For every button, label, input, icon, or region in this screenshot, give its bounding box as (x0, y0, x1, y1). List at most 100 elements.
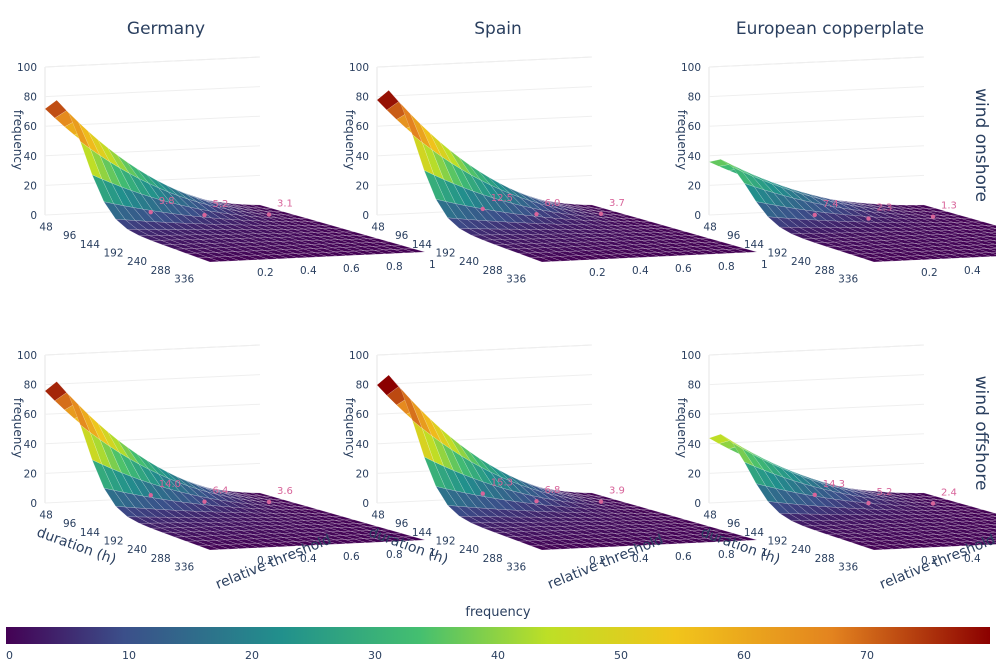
panel-5-annotation-1: 5.2 (877, 487, 893, 498)
panel-4-threshold-tick-3: 0.8 (718, 549, 735, 561)
panel-5-annotation-marker-1 (866, 500, 871, 506)
panel-2-surface-cell (990, 236, 996, 239)
panel-5-annotation-2: 2.4 (941, 487, 957, 498)
panel-0-threshold-tick-0: 0.2 (257, 267, 274, 279)
panel-1-z-tick-3: 60 (356, 121, 369, 133)
panel-1-duration-tick-0: 48 (371, 221, 384, 233)
panel-5-surface-cell (969, 540, 992, 546)
panel-3-gridline-z-2 (44, 433, 261, 445)
colorbar-title: frequency (465, 605, 531, 620)
panel-2-gridline-z-4 (708, 86, 925, 98)
panel-2-duration-tick-6: 336 (838, 274, 858, 286)
panel-4-z-tick-4: 80 (356, 380, 369, 392)
panel-1-surface-cell (539, 256, 562, 262)
panel-4-duration-tick-2: 144 (412, 527, 432, 539)
panel-4-duration-tick-5: 288 (483, 553, 503, 565)
panel-0-z-title: frequency (11, 110, 25, 170)
panel-0-annotation-2: 3.1 (277, 199, 293, 210)
panel-4-annotation-0: 15.3 (491, 478, 513, 489)
panel-5-surface-cell (977, 536, 996, 541)
panel-4-threshold-tick-2: 0.6 (675, 551, 692, 563)
panel-1-surface-cell (549, 256, 572, 262)
panel-1-gridline-z-4 (376, 86, 593, 98)
panel-4-gridline-z-2 (376, 433, 593, 445)
panel-0-z-tick-3: 60 (24, 121, 37, 133)
panel-4-surface-cell (598, 542, 621, 548)
panel-5-annotation-marker-2 (930, 501, 936, 506)
panel-0-annotation-marker-1 (202, 212, 207, 218)
panel-5-gridline-z-2 (708, 433, 925, 445)
panel-1-annotation-marker-0 (480, 206, 485, 212)
colorbar-tick-4: 40 (491, 649, 505, 662)
panel-4-duration-tick-1: 96 (395, 518, 409, 530)
panel-2-gridline-z-2 (708, 145, 925, 157)
panel-2-z-tick-0: 0 (694, 210, 701, 222)
panel-5-threshold-tick-0: 0.2 (921, 555, 938, 567)
panel-3-z-tick-5: 100 (17, 350, 37, 362)
panel-2-duration-tick-2: 144 (744, 239, 764, 251)
panel-4-z-tick-2: 40 (356, 439, 369, 451)
panel-0-threshold-tick-1: 0.4 (300, 265, 317, 277)
panel-0-surface-cell (305, 252, 328, 258)
panel-5-z-title: frequency (675, 398, 689, 458)
panel-3-z-tick-2: 40 (24, 439, 37, 451)
panel-0-gridline-z-2 (44, 145, 261, 157)
panel-0-duration-tick-6: 336 (174, 274, 194, 286)
panel-4-surface-cell (627, 540, 650, 546)
panel-3: 020406080100frequency4896144192240288336… (11, 344, 436, 593)
panel-3-surface-cell (207, 544, 230, 550)
panel-2-surface-cell (992, 240, 996, 242)
panel-0-surface-cell (393, 248, 416, 254)
panel-3-gridline-z-4 (44, 374, 261, 386)
panel-3-surface-cell (403, 536, 426, 541)
panels-group: 020406080100frequency4896144192240288336… (11, 56, 996, 593)
panel-1-duration-tick-1: 96 (395, 230, 409, 242)
title-european-copperplate: European copperplate (736, 19, 924, 39)
panel-3-duration-tick-1: 96 (63, 518, 77, 530)
panel-4-gridline-z-5 (376, 344, 593, 356)
colorbar-tick-6: 60 (737, 649, 751, 662)
panel-3-threshold-tick-3: 0.8 (386, 549, 403, 561)
title-germany: Germany (127, 19, 205, 39)
panel-5-surface-cell (992, 527, 996, 530)
panel-5-z-tick-2: 40 (688, 439, 701, 451)
row-label-wind-onshore: wind onshore (971, 88, 991, 202)
panel-0-gridline-z-4 (44, 86, 261, 98)
panel-0: 020406080100frequency4896144192240288336… (11, 56, 436, 286)
panel-2-z-tick-3: 60 (688, 121, 701, 133)
panel-2-duration-tick-0: 48 (703, 221, 716, 233)
panel-2-z-tick-2: 40 (688, 151, 701, 163)
panel-2-gridline-z-3 (708, 115, 925, 127)
panel-2-annotation-2: 1.3 (941, 201, 957, 212)
panel-3-duration-tick-3: 192 (103, 536, 123, 548)
panel-3-annotation-1: 6.4 (213, 486, 229, 497)
panel-2-z-tick-5: 100 (681, 62, 701, 74)
panel-4-surface-cell (608, 541, 631, 547)
panel-3-z-tick-4: 80 (24, 380, 37, 392)
panel-4-surface-cell (530, 544, 552, 551)
panel-0-surface-cell (256, 254, 279, 260)
panel-0-threshold-tick-4: 1 (429, 259, 436, 271)
panel-0-annotation-marker-0 (148, 209, 153, 215)
panel-5-annotation-marker-0 (812, 492, 817, 498)
panel-4-threshold-tick-0: 0.2 (589, 555, 606, 567)
panel-0-z-tick-5: 100 (17, 62, 37, 74)
panel-3-surface-cell (374, 537, 396, 543)
panel-2-duration-tick-4: 240 (791, 256, 811, 268)
panel-5-surface-cell (988, 520, 996, 524)
panel-3-z-tick-1: 20 (24, 468, 37, 480)
panel-1-z-title: frequency (343, 110, 357, 170)
panel-0-annotation-marker-2 (266, 212, 272, 217)
panel-3-annotation-marker-0 (148, 492, 153, 498)
panel-1-surface-cell (530, 256, 552, 263)
panel-3-duration-tick-0: 48 (39, 509, 52, 521)
panel-0-surface-cell (295, 252, 318, 258)
panel-3-annotation-marker-2 (266, 499, 272, 505)
panel-4: 020406080100frequency4896144192240288336… (343, 344, 768, 593)
panel-3-annotation-marker-1 (202, 499, 207, 504)
panel-0-z-tick-2: 40 (24, 151, 37, 163)
panel-4-annotation-marker-0 (480, 491, 485, 496)
panel-2-surface-cell (950, 253, 972, 259)
panel-1-z-tick-5: 100 (349, 62, 369, 74)
panel-0-surface-cell (374, 249, 396, 255)
